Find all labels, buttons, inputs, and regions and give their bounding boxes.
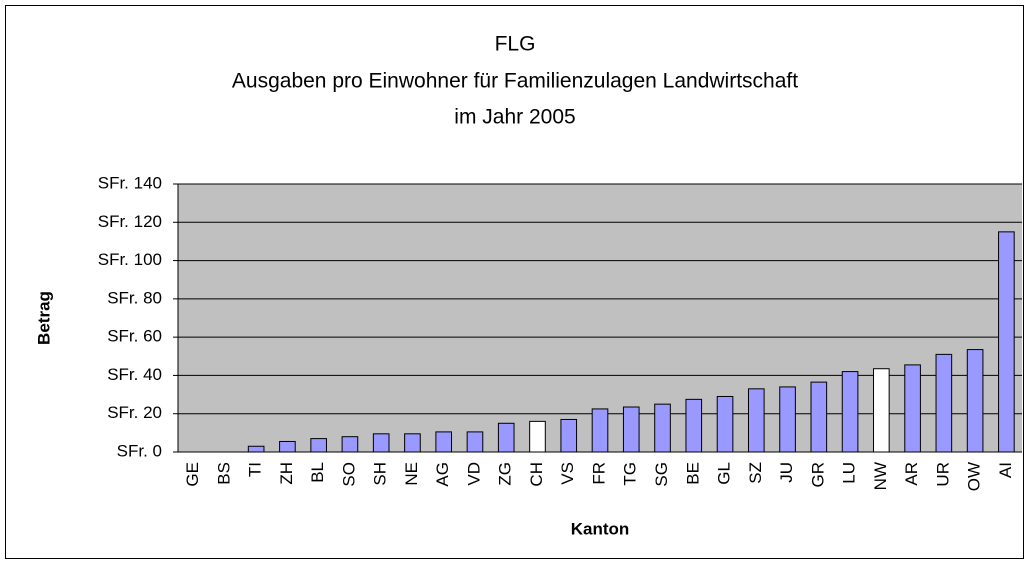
bar	[935, 353, 953, 453]
bar	[685, 398, 703, 453]
x-tick-label: GL	[715, 462, 734, 485]
x-tick-label: BE	[683, 462, 702, 485]
x-tick-label: VD	[464, 462, 483, 486]
bar	[247, 445, 265, 453]
bar	[466, 431, 484, 453]
bar	[560, 418, 578, 453]
bar	[873, 368, 890, 453]
x-tick-label: LU	[840, 462, 859, 484]
y-tick-label: SFr. 140	[98, 173, 162, 192]
x-tick-label: FR	[589, 462, 608, 485]
x-tick-label: GE	[183, 462, 202, 487]
x-tick-label: BL	[308, 462, 327, 483]
x-tick-label: ZH	[277, 462, 296, 485]
x-tick-label: SH	[371, 462, 390, 486]
y-tick-label: SFr. 60	[107, 327, 162, 346]
bar	[810, 381, 828, 453]
bar	[779, 386, 796, 453]
bar	[310, 438, 327, 453]
x-tick-label: SZ	[746, 462, 765, 484]
y-tick-label: SFr. 100	[98, 250, 162, 269]
x-tick-label: SO	[339, 462, 358, 487]
x-tick-label: JU	[777, 462, 796, 483]
x-tick-label: NW	[871, 462, 890, 490]
bar	[529, 420, 546, 453]
bar	[654, 403, 671, 453]
bar	[591, 408, 609, 453]
x-axis-label: Kanton	[571, 519, 630, 538]
x-tick-label: BS	[214, 462, 233, 485]
bar	[998, 231, 1015, 453]
y-axis-label: Betrag	[34, 291, 53, 345]
bar	[622, 406, 640, 453]
bar	[966, 349, 984, 453]
x-tick-label: NE	[402, 462, 421, 486]
x-tick-label: ZG	[496, 462, 515, 486]
chart-subtitle: im Jahr 2005	[454, 106, 575, 129]
x-tick-label: AI	[996, 462, 1015, 478]
x-tick-label: GR	[808, 462, 827, 488]
bar	[279, 440, 296, 453]
x-tick-label: AG	[433, 462, 452, 487]
chart-title: FLG	[495, 33, 536, 56]
x-tick-label: CH	[527, 462, 546, 487]
x-tick-label: TG	[621, 462, 640, 486]
bar	[904, 364, 921, 453]
bar	[435, 431, 453, 453]
x-tick-label: UR	[933, 462, 952, 487]
x-tick-label: OW	[965, 462, 984, 491]
bar	[497, 422, 515, 453]
x-tick-label: SG	[652, 462, 671, 487]
x-tick-label: AR	[902, 462, 921, 486]
bar	[404, 433, 421, 453]
y-tick-label: SFr. 20	[107, 403, 162, 422]
y-tick-label: SFr. 40	[107, 365, 162, 384]
bar	[841, 371, 859, 453]
y-tick-label: SFr. 120	[98, 212, 162, 231]
bar	[747, 388, 765, 453]
bar	[716, 395, 734, 453]
y-tick-label: SFr. 0	[117, 441, 162, 460]
bar	[341, 436, 359, 453]
x-tick-label: TI	[246, 462, 265, 477]
x-tick-label: VS	[558, 462, 577, 485]
bar	[372, 433, 390, 453]
chart-subtitle: Ausgaben pro Einwohner für Familienzulag…	[232, 70, 798, 93]
y-tick-label: SFr. 80	[107, 288, 162, 307]
